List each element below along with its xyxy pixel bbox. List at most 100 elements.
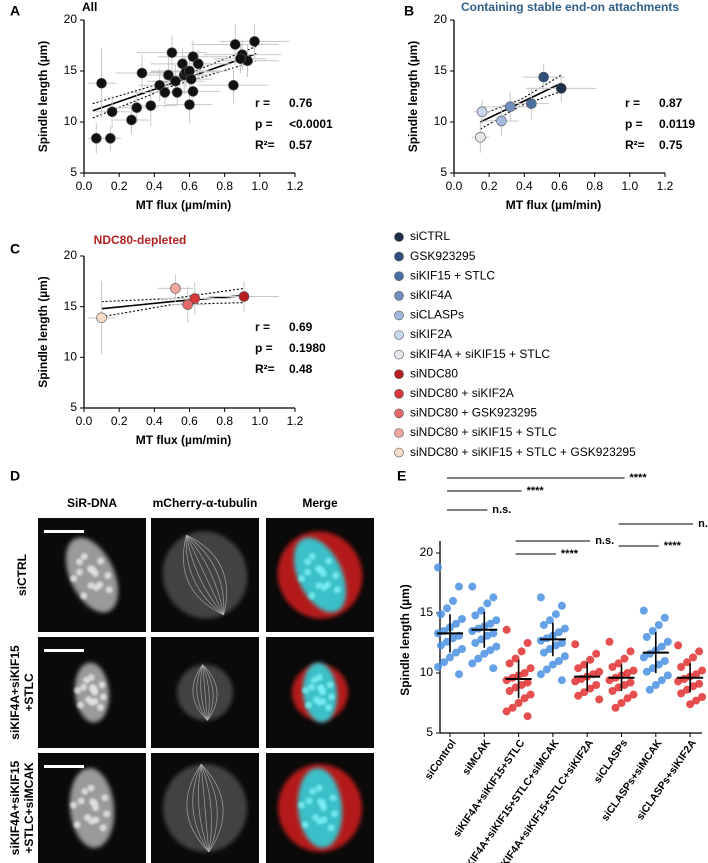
chromosome-speck [99, 824, 107, 832]
dot [623, 694, 632, 703]
spindle-fiber [202, 664, 218, 721]
stat-label: p = [625, 117, 643, 131]
stat-label: r = [255, 96, 270, 110]
dot [608, 663, 617, 671]
point [476, 106, 488, 118]
dot [560, 624, 569, 633]
dot [443, 637, 451, 646]
dot [571, 640, 580, 649]
y-tick-label: 10 [64, 350, 78, 364]
dot [698, 666, 707, 675]
point [170, 283, 181, 294]
spindle-fiber [183, 535, 224, 616]
point [145, 100, 157, 111]
significance-label: n.s. [492, 504, 511, 516]
y-tick-label: 15 [64, 299, 78, 313]
dot [698, 693, 707, 701]
dot [605, 637, 614, 646]
chromosome-speck [97, 557, 105, 565]
chromosome-speck [96, 581, 104, 589]
chromosome-speck [76, 701, 84, 709]
dot [692, 670, 701, 679]
dot [557, 639, 566, 647]
spindle-fiber [200, 763, 218, 852]
row-label: siKIF4A+siKIF15 [8, 645, 22, 740]
point [229, 39, 241, 50]
stat-value: 0.0119 [659, 117, 695, 131]
dot [486, 619, 495, 628]
dot [574, 691, 583, 700]
dot [511, 654, 520, 663]
dot [489, 664, 498, 673]
dot [455, 670, 463, 679]
dot [560, 652, 569, 661]
scale-bar [44, 649, 84, 652]
x-tick-label: 0.8 [586, 179, 603, 193]
y-tick-label: 10 [434, 114, 448, 128]
y-tick-label: 20 [420, 545, 434, 559]
y-tick-label: 15 [64, 63, 78, 77]
micrograph-content [65, 537, 119, 613]
legend-label: siKIF4A [410, 288, 452, 302]
spindle-fiber [192, 764, 210, 853]
dot [545, 645, 554, 653]
chromosome-speck [332, 571, 340, 579]
dot [626, 647, 635, 656]
legend-label: siCLASPs [410, 308, 464, 322]
stat-label: r = [255, 320, 270, 334]
dot [683, 658, 692, 667]
legend-marker [394, 428, 404, 438]
significance-label: **** [527, 485, 545, 497]
y-tick-label: 15 [420, 605, 434, 619]
micrograph-content [162, 763, 248, 853]
dot [536, 670, 545, 679]
panel-label: B [404, 3, 414, 19]
spindle-fiber [186, 763, 210, 853]
x-tick-label: siControl [422, 737, 458, 782]
dot [536, 636, 545, 645]
legend-marker [394, 349, 404, 360]
micrograph-content [292, 662, 348, 723]
dot [523, 639, 532, 647]
spindle-fiber [192, 664, 208, 721]
spindle-fiber [196, 664, 208, 721]
fit-line [480, 82, 562, 123]
chart-title: NDC80-depleted [94, 233, 187, 247]
chromosome-speck [326, 681, 334, 689]
y-axis-label: Spindle length (µm) [398, 584, 412, 696]
x-tick-label: 1.2 [657, 179, 674, 193]
dot [574, 664, 583, 673]
dot [657, 642, 666, 651]
dot [539, 648, 548, 657]
x-tick-label: siCLASPs [592, 737, 631, 785]
dot [654, 621, 663, 629]
x-tick-label: 0.0 [76, 179, 93, 193]
dot [614, 683, 623, 692]
dot [663, 637, 672, 646]
spindle-fiber [186, 534, 225, 615]
dot [689, 682, 698, 691]
dot [508, 703, 517, 712]
chromosome-speck [304, 568, 312, 576]
chart-title: All [82, 0, 97, 14]
stat-label: r = [625, 96, 640, 110]
x-tick-label: 1.2 [287, 179, 304, 193]
dot [554, 628, 563, 637]
point [105, 133, 116, 144]
chromosome-speck [324, 703, 332, 711]
chromosome-speck [325, 557, 333, 565]
x-tick-label: siCLASPs+siKIF2A [634, 737, 699, 822]
chromosome-speck [298, 575, 306, 583]
y-axis-label: Spindle length (µm) [36, 276, 50, 388]
dot [663, 671, 672, 680]
dot [626, 678, 635, 687]
dot [683, 685, 692, 694]
x-tick-label: 0.6 [551, 179, 568, 193]
dot [686, 700, 695, 709]
chart-title: Containing stable end-on attachments [461, 0, 679, 14]
micrograph-content [74, 662, 110, 723]
point [228, 79, 239, 91]
x-tick-label: 0.0 [76, 414, 93, 428]
dot [692, 696, 701, 705]
chromosome-speck [103, 810, 111, 818]
